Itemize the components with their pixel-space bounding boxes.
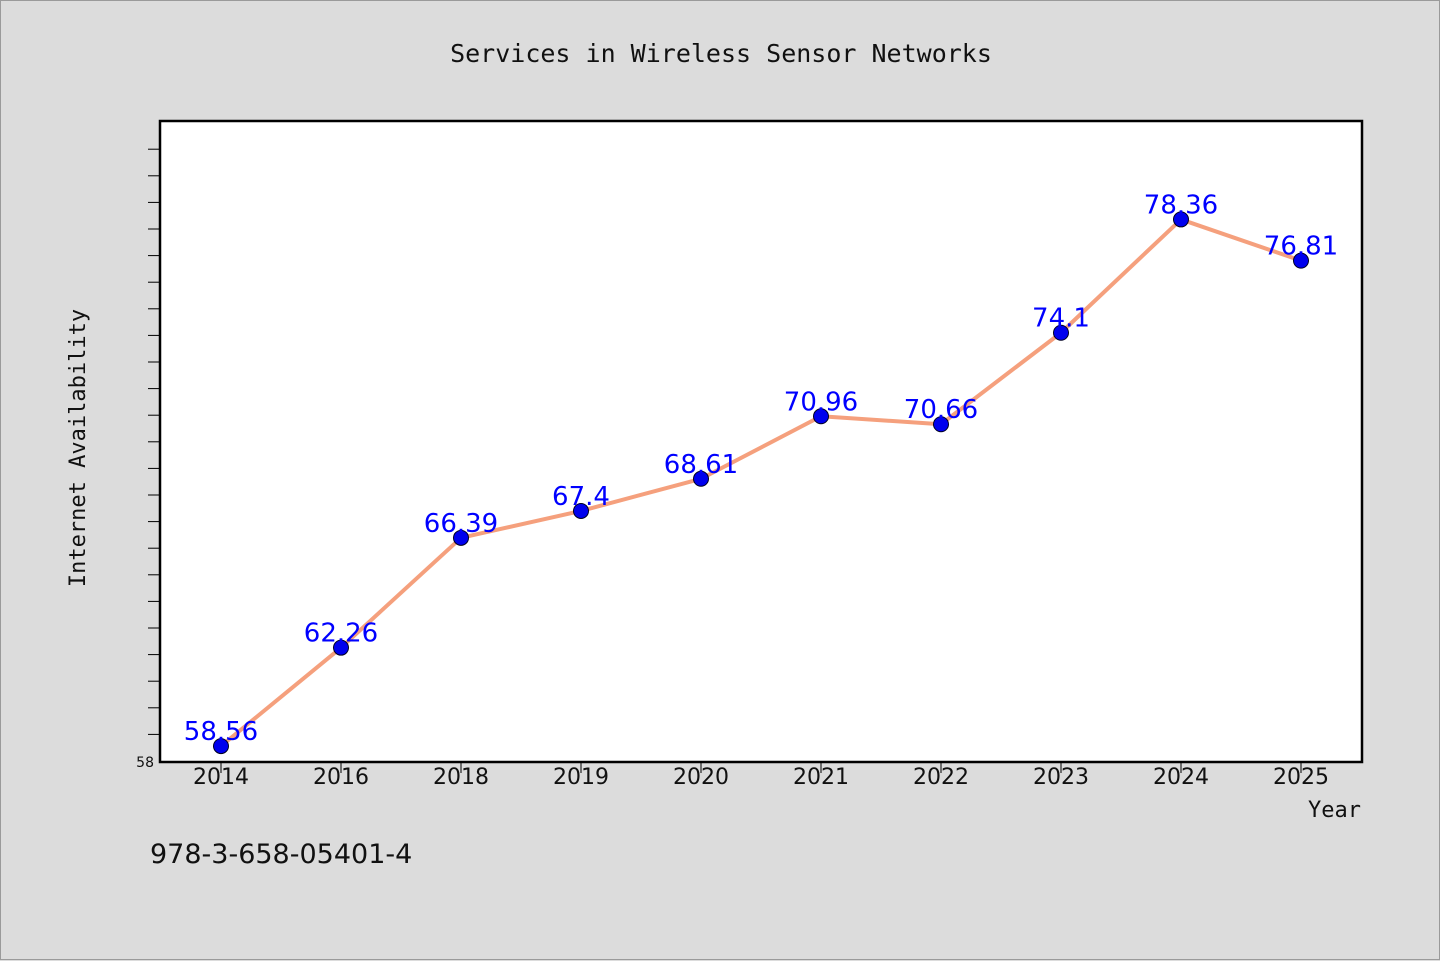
data-point [1053, 324, 1069, 341]
data-label: 58.56 [184, 717, 258, 747]
x-tick-label: 2022 [913, 765, 969, 790]
x-tick-label: 2014 [193, 765, 249, 790]
data-point [453, 529, 469, 546]
data-label: 76.81 [1264, 232, 1338, 262]
x-axis-label: Year [1308, 798, 1361, 823]
x-tick-label: 2021 [793, 765, 849, 790]
chart-title: Services in Wireless Sensor Networks [450, 39, 992, 68]
data-point [213, 738, 229, 755]
series-line [219, 217, 1302, 748]
data-label: 68.61 [664, 450, 738, 480]
data-point [813, 408, 829, 425]
x-axis-tick-labels: 2014 2016 2018 2019 2020 2021 2022 2023 2024 2025 [193, 765, 1329, 790]
x-tick-label: 2025 [1273, 765, 1329, 790]
data-label: 70.66 [904, 395, 978, 425]
x-tick-label: 2023 [1033, 765, 1089, 790]
x-tick-label: 2019 [553, 765, 609, 790]
data-point [933, 416, 949, 433]
data-label: 62.26 [304, 619, 378, 649]
x-tick-label: 2024 [1153, 765, 1209, 790]
data-point [693, 470, 709, 487]
y-tick-label: 58 [136, 755, 154, 771]
isbn-text: 978-3-658-05401-4 [150, 839, 412, 870]
data-label: 74.1 [1032, 304, 1090, 334]
data-labels: 58.56 62.26 66.39 67.4 68.61 70.96 70.66 74.1 78… [184, 190, 1338, 747]
data-point [573, 502, 589, 519]
data-label: 78.36 [1144, 190, 1218, 220]
y-axis-label: Internet Availability [66, 309, 91, 587]
data-point [1293, 252, 1309, 269]
data-point [1173, 211, 1189, 228]
x-tick-label: 2016 [313, 765, 369, 790]
y-axis-ticks [148, 148, 159, 735]
x-axis-ticks [220, 762, 1302, 773]
data-point [333, 639, 349, 656]
data-label: 67.4 [552, 482, 610, 512]
x-tick-label: 2020 [673, 765, 729, 790]
x-tick-label: 2018 [433, 765, 489, 790]
series-markers [213, 211, 1309, 755]
plot-area [158, 119, 1364, 764]
data-label: 70.96 [784, 387, 858, 417]
data-label: 66.39 [424, 509, 498, 539]
